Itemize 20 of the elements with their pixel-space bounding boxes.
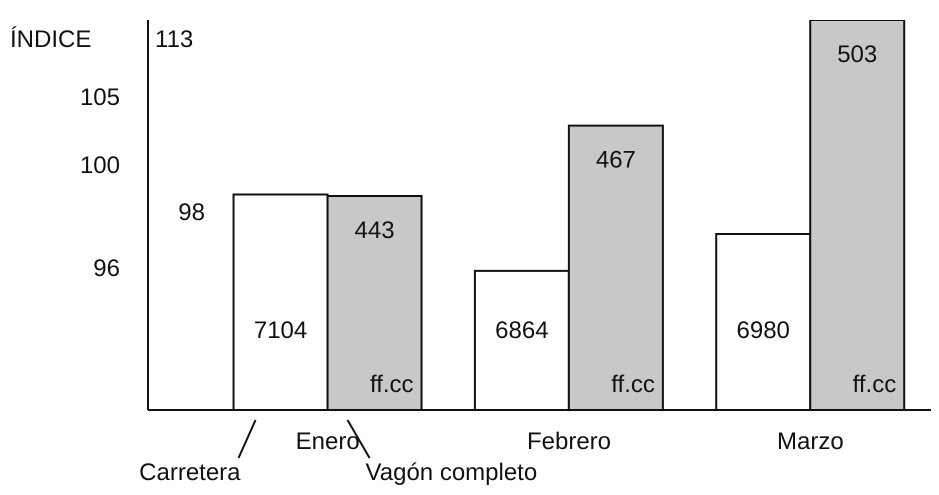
legend-label: Vagón completo [366, 459, 538, 486]
text: 105 [80, 84, 120, 111]
x-tick-label: Febrero [526, 428, 612, 456]
data-label: 467 [596, 146, 636, 174]
data-label: 7104 [254, 317, 308, 344]
data-label: 6980 [736, 317, 790, 344]
annotation: ff.cc [852, 371, 896, 398]
x-tick-label: Enero [296, 428, 360, 456]
x-tick-label: Marzo [776, 428, 844, 456]
annotation: 98 [178, 199, 205, 226]
text: 96 [93, 255, 120, 282]
y-axis-title: ÍNDICE [10, 26, 92, 53]
legend-label: Carretera [139, 459, 242, 486]
annotation: 113 [155, 26, 194, 53]
data-label: 443 [354, 216, 395, 244]
data-label: 503 [837, 41, 878, 68]
text: 100 [80, 152, 120, 179]
data-label: 6864 [495, 317, 549, 344]
annotation: ff.cc [611, 371, 655, 398]
annotation: ff.cc [370, 371, 414, 398]
